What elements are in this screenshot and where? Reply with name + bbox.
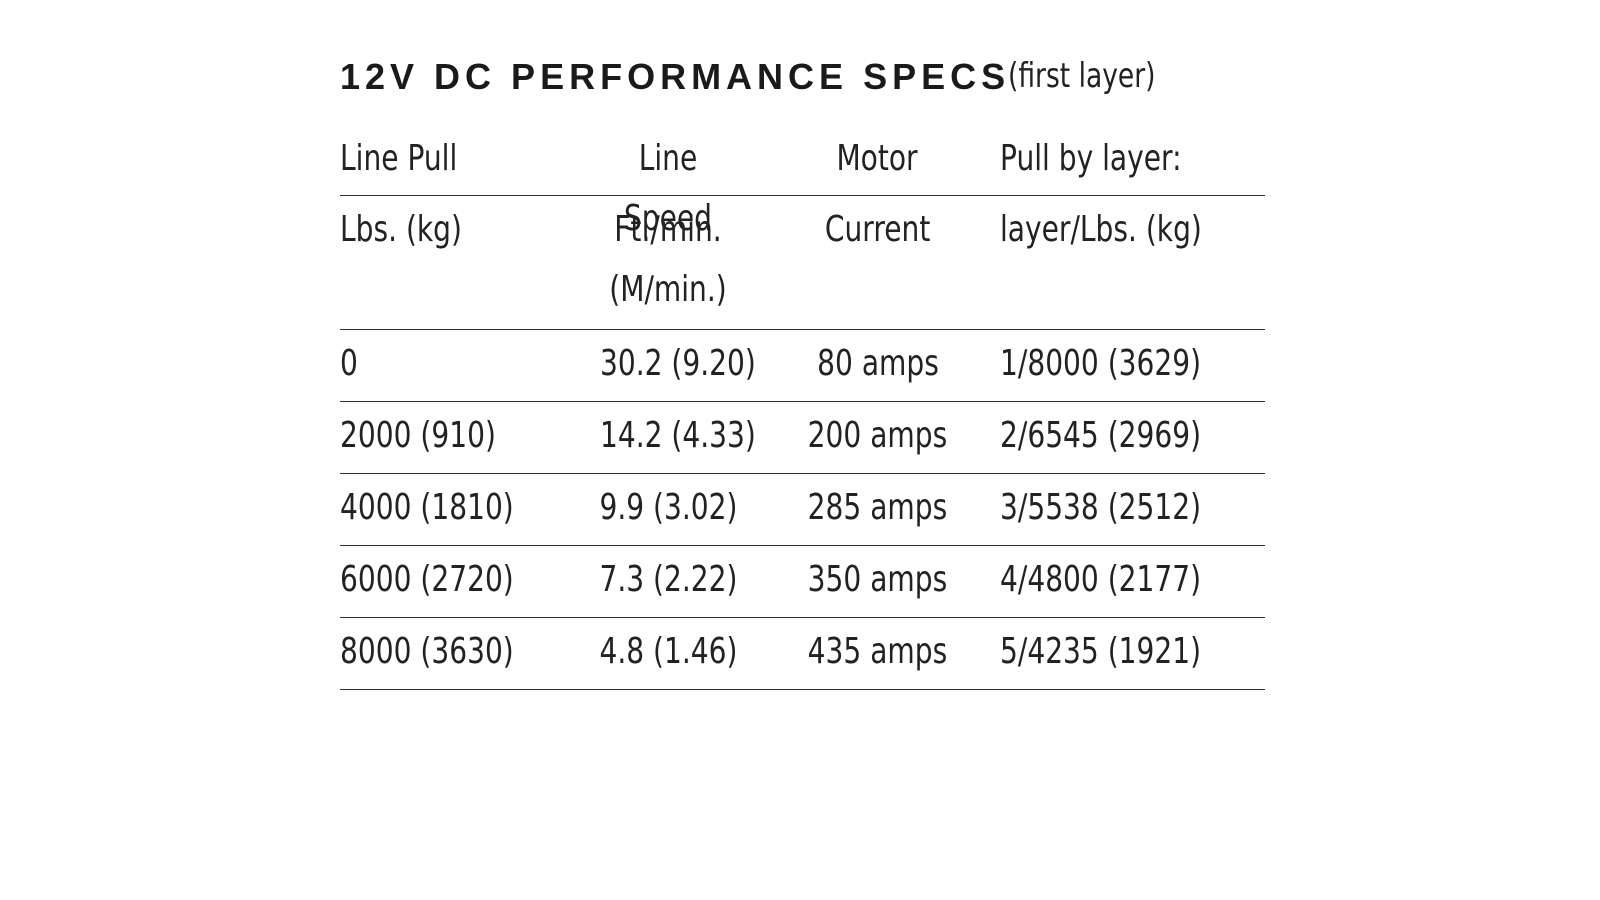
cell-text: 4000 (1810) xyxy=(340,487,514,528)
cell-text: 350 amps xyxy=(807,559,948,600)
data-cell: 30.2 (9.20) xyxy=(578,334,758,394)
data-cell: 285 amps xyxy=(785,478,970,538)
cell-text: 80 amps xyxy=(816,343,939,384)
data-cell: 4/4800 (2177) xyxy=(1000,550,1270,610)
header-cell: Line Pull xyxy=(340,129,570,189)
data-cell: 350 amps xyxy=(785,550,970,610)
cell-text: 0 xyxy=(340,343,358,384)
header-cell: Lbs. (kg) xyxy=(340,200,570,260)
data-cell: 1/8000 (3629) xyxy=(1000,334,1270,394)
cell-text: 30.2 (9.20) xyxy=(599,343,756,384)
cell-text: Motor xyxy=(836,138,919,179)
cell-text: Lbs. (kg) xyxy=(340,209,462,250)
header-cell: Motor xyxy=(785,129,970,189)
data-cell: 435 amps xyxy=(785,622,970,682)
data-cell: 2000 (910) xyxy=(340,406,570,466)
row-divider xyxy=(340,401,1265,402)
header-cell: layer/Lbs. (kg) xyxy=(1000,200,1270,260)
cell-text: 2/6545 (2969) xyxy=(1000,415,1202,456)
row-divider xyxy=(340,545,1265,546)
data-cell: 200 amps xyxy=(785,406,970,466)
cell-text: 4/4800 (2177) xyxy=(1000,559,1202,600)
cell-text: 1/8000 (3629) xyxy=(1000,343,1202,384)
cell-text: 5/4235 (1921) xyxy=(1000,631,1202,672)
cell-text: 14.2 (4.33) xyxy=(599,415,756,456)
data-cell: 5/4235 (1921) xyxy=(1000,622,1270,682)
cell-text: 435 amps xyxy=(807,631,948,672)
data-cell: 9.9 (3.02) xyxy=(578,478,758,538)
data-cell: 80 amps xyxy=(785,334,970,394)
cell-text: Pull by layer: xyxy=(1000,138,1182,179)
data-cell: 14.2 (4.33) xyxy=(578,406,758,466)
row-divider xyxy=(340,689,1265,690)
data-cell: 0 xyxy=(340,334,570,394)
cell-text: 285 amps xyxy=(807,487,948,528)
cell-text: 7.3 (2.22) xyxy=(598,559,738,600)
data-cell: 2/6545 (2969) xyxy=(1000,406,1270,466)
header-cell: Pull by layer: xyxy=(1000,129,1270,189)
row-divider xyxy=(340,329,1265,330)
row-divider xyxy=(340,473,1265,474)
data-cell: 4.8 (1.46) xyxy=(578,622,758,682)
data-cell: 4000 (1810) xyxy=(340,478,570,538)
header-cell: Line Speed xyxy=(578,129,758,249)
row-divider xyxy=(340,195,1265,196)
cell-text: 9.9 (3.02) xyxy=(598,487,738,528)
cell-text: 8000 (3630) xyxy=(340,631,514,672)
row-divider xyxy=(340,617,1265,618)
header-cell: Ft./min. (M/min.) xyxy=(578,200,758,320)
data-cell: 3/5538 (2512) xyxy=(1000,478,1270,538)
cell-text: Line Speed xyxy=(623,138,713,239)
cell-text: Ft./min. (M/min.) xyxy=(609,209,727,310)
cell-text: 200 amps xyxy=(807,415,948,456)
cell-text: Line Pull xyxy=(340,138,458,179)
subtitle: (first layer) xyxy=(1008,56,1156,96)
cell-text: Current xyxy=(824,209,931,250)
header-cell: Current xyxy=(785,200,970,260)
data-cell: 7.3 (2.22) xyxy=(578,550,758,610)
cell-text: 3/5538 (2512) xyxy=(1000,487,1202,528)
cell-text: layer/Lbs. (kg) xyxy=(1000,209,1202,250)
title: 12V DC PERFORMANCE SPECS xyxy=(340,56,1011,97)
data-cell: 6000 (2720) xyxy=(340,550,570,610)
cell-text: 4.8 (1.46) xyxy=(598,631,738,672)
cell-text: 6000 (2720) xyxy=(340,559,514,600)
data-cell: 8000 (3630) xyxy=(340,622,570,682)
cell-text: 2000 (910) xyxy=(340,415,496,456)
